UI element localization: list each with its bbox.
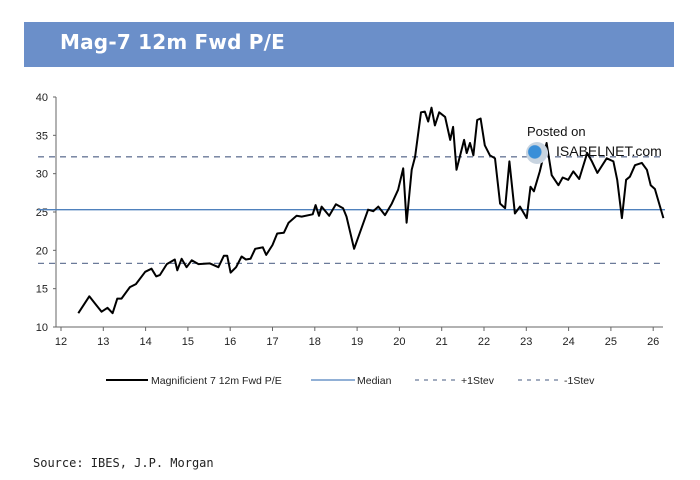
x-tick-label: 12 <box>55 336 67 348</box>
title-banner: Mag-7 12m Fwd P/E <box>24 22 674 67</box>
x-tick-label: 21 <box>436 336 448 348</box>
x-tick-label: 17 <box>266 336 278 348</box>
legend-label-median: Median <box>357 375 392 387</box>
x-tick-label: 23 <box>520 336 532 348</box>
x-tick-label: 19 <box>351 336 363 348</box>
source-note: Source: IBES, J.P. Morgan <box>33 456 214 470</box>
x-tick-label: 20 <box>393 336 405 348</box>
y-tick-label: 35 <box>36 130 48 142</box>
chart-title: Mag-7 12m Fwd P/E <box>60 30 285 54</box>
legend-label-series: Magnificient 7 12m Fwd P/E <box>151 375 282 387</box>
y-tick-label: 20 <box>36 245 48 257</box>
x-tick-label: 25 <box>605 336 617 348</box>
x-tick-label: 16 <box>224 336 236 348</box>
x-tick-label: 26 <box>647 336 659 348</box>
y-tick-label: 40 <box>36 92 48 104</box>
watermark-text: Posted on <box>527 124 586 139</box>
legend-label-plus-stdev: +1Stev <box>461 375 495 387</box>
series-line-mag7 <box>77 106 665 315</box>
x-tick-label: 14 <box>139 336 151 348</box>
watermark-site: ISABELNET.com <box>556 143 662 159</box>
y-tick-label: 15 <box>36 284 48 296</box>
y-tick-label: 25 <box>36 207 48 219</box>
isabelnet-logo-icon <box>526 142 548 164</box>
y-tick-label: 10 <box>36 322 48 334</box>
x-tick-label: 13 <box>97 336 109 348</box>
x-tick-label: 24 <box>562 336 574 348</box>
y-tick-label: 30 <box>36 169 48 181</box>
x-tick-label: 22 <box>478 336 490 348</box>
legend-label-minus-stdev: -1Stev <box>564 375 595 387</box>
x-tick-label: 18 <box>309 336 321 348</box>
x-tick-label: 15 <box>182 336 194 348</box>
